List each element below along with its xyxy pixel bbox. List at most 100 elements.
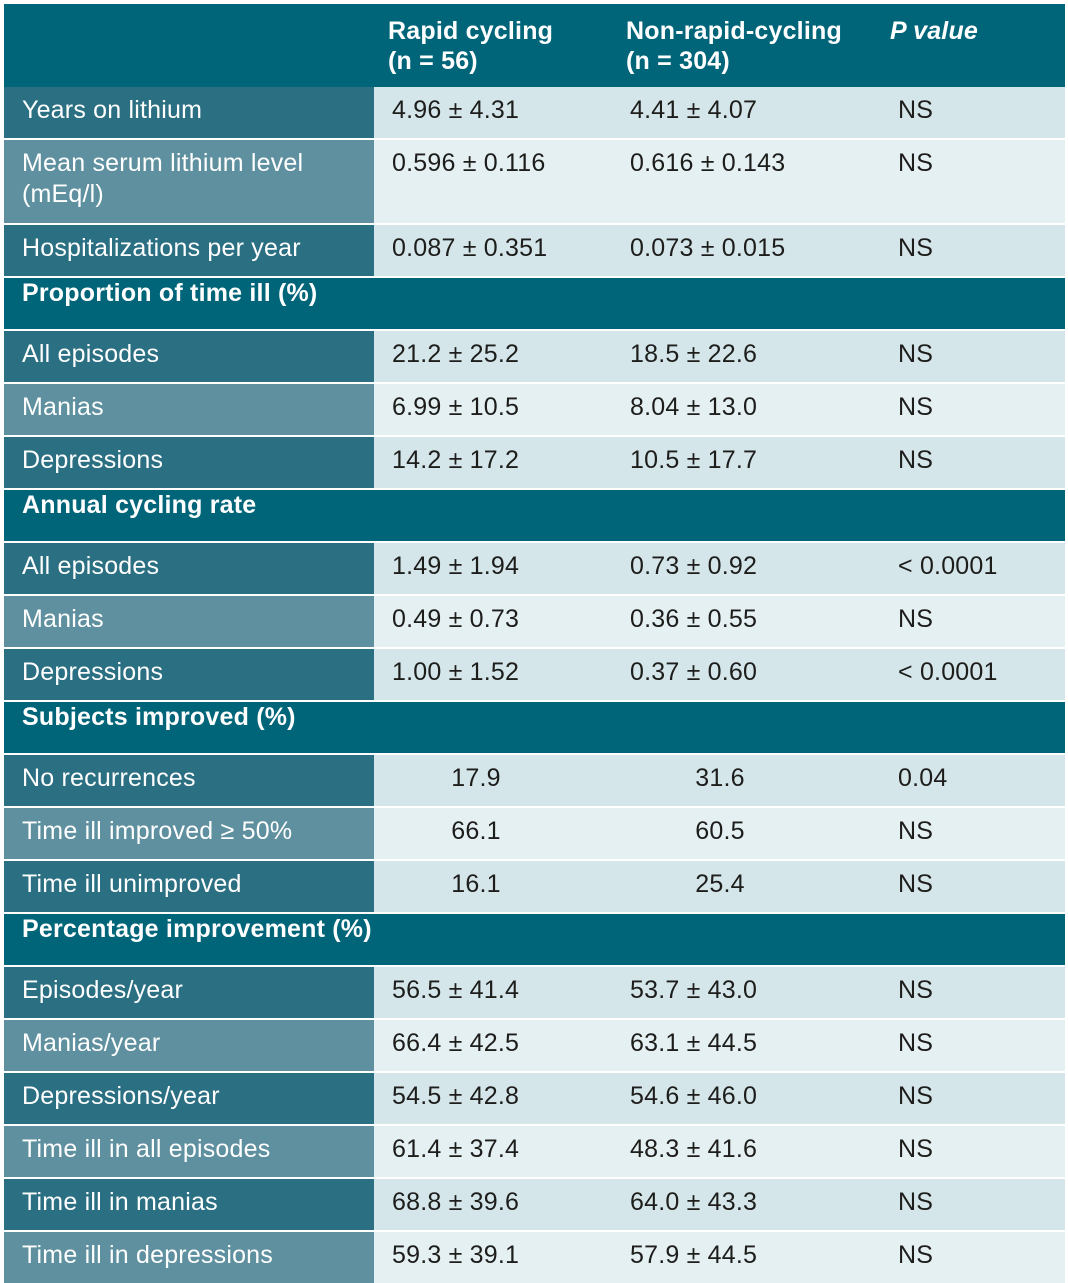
non-rapid-cycling-value: 4.41 ± 4.07: [630, 96, 758, 124]
rapid-cycling-value: 0.596 ± 0.116: [392, 149, 546, 177]
non-rapid-cycling-value: 48.3 ± 41.6: [630, 1135, 758, 1163]
section-header-row: Annual cycling rate: [4, 488, 1065, 541]
rapid-cycling-value: 4.96 ± 4.31: [392, 96, 520, 124]
rapid-cycling-value: 14.2 ± 17.2: [392, 446, 520, 474]
p-value: NS: [898, 340, 934, 368]
non-rapid-cycling-value: 25.4: [695, 870, 745, 898]
non-rapid-cycling-value: 53.7 ± 43.0: [630, 976, 758, 1004]
row-label: Years on lithium: [4, 87, 374, 138]
row-label: Time ill in depressions: [4, 1232, 374, 1283]
table-row: Manias/year 66.4 ± 42.5 63.1 ± 44.5 NS: [4, 1018, 1065, 1071]
table-header-row: Rapid cycling (n = 56) Non-rapid-cycling…: [4, 4, 1065, 87]
row-label: Manias: [4, 384, 374, 435]
row-label: Depressions/year: [4, 1073, 374, 1124]
non-rapid-cycling-value: 0.36 ± 0.55: [630, 605, 758, 633]
rapid-cycling-value: 0.087 ± 0.351: [392, 234, 548, 262]
row-values: 0.596 ± 0.116 0.616 ± 0.143 NS: [374, 140, 1065, 223]
p-value: NS: [898, 1188, 934, 1216]
non-rapid-cycling-value: 60.5: [695, 817, 745, 845]
table-row: Mean serum lithium level (mEq/l) 0.596 ± …: [4, 138, 1065, 223]
p-value: NS: [898, 446, 934, 474]
p-value: NS: [898, 976, 934, 1004]
non-rapid-cycling-value: 18.5 ± 22.6: [630, 340, 758, 368]
table-row: Years on lithium 4.96 ± 4.31 4.41 ± 4.07 NS: [4, 87, 1065, 138]
table-row: Time ill improved ≥ 50% 66.1 60.5 NS: [4, 806, 1065, 859]
table-row: Depressions/year 54.5 ± 42.8 54.6 ± 46.0 NS: [4, 1071, 1065, 1124]
row-label: No recurrences: [4, 755, 374, 806]
row-label: Depressions: [4, 649, 374, 700]
section-header-row: Percentage improvement (%): [4, 912, 1065, 965]
header-label-cell: [4, 4, 374, 87]
header-non-rapid-cycling-name: Non-rapid-cycling: [626, 17, 842, 45]
row-values: 21.2 ± 25.2 18.5 ± 22.6 NS: [374, 331, 1065, 382]
row-label: Mean serum lithium level (mEq/l): [4, 140, 374, 223]
p-value: NS: [898, 96, 934, 124]
row-label: All episodes: [4, 543, 374, 594]
rapid-cycling-value: 54.5 ± 42.8: [392, 1082, 520, 1110]
p-value: NS: [898, 605, 934, 633]
rapid-cycling-value: 1.49 ± 1.94: [392, 552, 520, 580]
rapid-cycling-value: 66.4 ± 42.5: [392, 1029, 520, 1057]
rapid-cycling-value: 21.2 ± 25.2: [392, 340, 520, 368]
header-rapid-cycling: Rapid cycling (n = 56): [374, 4, 612, 87]
non-rapid-cycling-value: 0.73 ± 0.92: [630, 552, 758, 580]
row-values: 0.49 ± 0.73 0.36 ± 0.55 NS: [374, 596, 1065, 647]
section-header-row: Subjects improved (%): [4, 700, 1065, 753]
section-title: Annual cycling rate: [22, 491, 257, 519]
section-title: Subjects improved (%): [22, 703, 296, 731]
p-value: NS: [898, 1135, 934, 1163]
table-row: Depressions 14.2 ± 17.2 10.5 ± 17.7 NS: [4, 435, 1065, 488]
table-row: Episodes/year 56.5 ± 41.4 53.7 ± 43.0 NS: [4, 965, 1065, 1018]
row-label: Time ill in all episodes: [4, 1126, 374, 1177]
p-value: NS: [898, 1029, 934, 1057]
non-rapid-cycling-value: 0.37 ± 0.60: [630, 658, 758, 686]
row-values: 0.087 ± 0.351 0.073 ± 0.015 NS: [374, 225, 1065, 276]
section-title: Percentage improvement (%): [22, 915, 372, 943]
header-non-rapid-cycling-n: (n = 304): [626, 47, 730, 75]
section-header-row: Proportion of time ill (%): [4, 276, 1065, 329]
rapid-cycling-value: 17.9: [451, 764, 501, 792]
header-non-rapid-cycling: Non-rapid-cycling (n = 304): [612, 4, 880, 87]
row-values: 1.00 ± 1.52 0.37 ± 0.60 < 0.0001: [374, 649, 1065, 700]
p-value: NS: [898, 870, 934, 898]
row-values: 4.96 ± 4.31 4.41 ± 4.07 NS: [374, 87, 1065, 138]
table-row: Time ill in all episodes 61.4 ± 37.4 48.3 …: [4, 1124, 1065, 1177]
row-values: 54.5 ± 42.8 54.6 ± 46.0 NS: [374, 1073, 1065, 1124]
row-label: Time ill unimproved: [4, 861, 374, 912]
non-rapid-cycling-value: 31.6: [695, 764, 745, 792]
row-label: Manias/year: [4, 1020, 374, 1071]
non-rapid-cycling-value: 8.04 ± 13.0: [630, 393, 758, 421]
row-values: 16.1 25.4 NS: [374, 861, 1065, 912]
table-body: Years on lithium 4.96 ± 4.31 4.41 ± 4.07 NS…: [4, 87, 1065, 1283]
row-values: 6.99 ± 10.5 8.04 ± 13.0 NS: [374, 384, 1065, 435]
p-value: 0.04: [898, 764, 948, 792]
table-row: Time ill in depressions 59.3 ± 39.1 57.9 ±…: [4, 1230, 1065, 1283]
p-value: NS: [898, 234, 934, 262]
p-value: NS: [898, 393, 934, 421]
p-value: NS: [898, 1082, 934, 1110]
row-values: 66.1 60.5 NS: [374, 808, 1065, 859]
non-rapid-cycling-value: 0.616 ± 0.143: [630, 149, 786, 177]
table-row: Hospitalizations per year 0.087 ± 0.351 0.…: [4, 223, 1065, 276]
row-label: All episodes: [4, 331, 374, 382]
table-row: All episodes 1.49 ± 1.94 0.73 ± 0.92 < 0.00…: [4, 541, 1065, 594]
p-value: < 0.0001: [898, 658, 998, 686]
row-values: 14.2 ± 17.2 10.5 ± 17.7 NS: [374, 437, 1065, 488]
row-label: Time ill in manias: [4, 1179, 374, 1230]
row-label: Hospitalizations per year: [4, 225, 374, 276]
non-rapid-cycling-value: 54.6 ± 46.0: [630, 1082, 758, 1110]
results-table: Rapid cycling (n = 56) Non-rapid-cycling…: [4, 4, 1065, 1283]
non-rapid-cycling-value: 10.5 ± 17.7: [630, 446, 758, 474]
row-label: Depressions: [4, 437, 374, 488]
non-rapid-cycling-value: 57.9 ± 44.5: [630, 1241, 758, 1269]
p-value: NS: [898, 149, 934, 177]
table-row: All episodes 21.2 ± 25.2 18.5 ± 22.6 NS: [4, 329, 1065, 382]
header-p-value: P value: [890, 17, 979, 45]
table-row: Time ill unimproved 16.1 25.4 NS: [4, 859, 1065, 912]
p-value: NS: [898, 817, 934, 845]
table-row: No recurrences 17.9 31.6 0.04: [4, 753, 1065, 806]
table-row: Depressions 1.00 ± 1.52 0.37 ± 0.60 < 0.000…: [4, 647, 1065, 700]
row-label: Episodes/year: [4, 967, 374, 1018]
row-values: 56.5 ± 41.4 53.7 ± 43.0 NS: [374, 967, 1065, 1018]
rapid-cycling-value: 16.1: [451, 870, 501, 898]
